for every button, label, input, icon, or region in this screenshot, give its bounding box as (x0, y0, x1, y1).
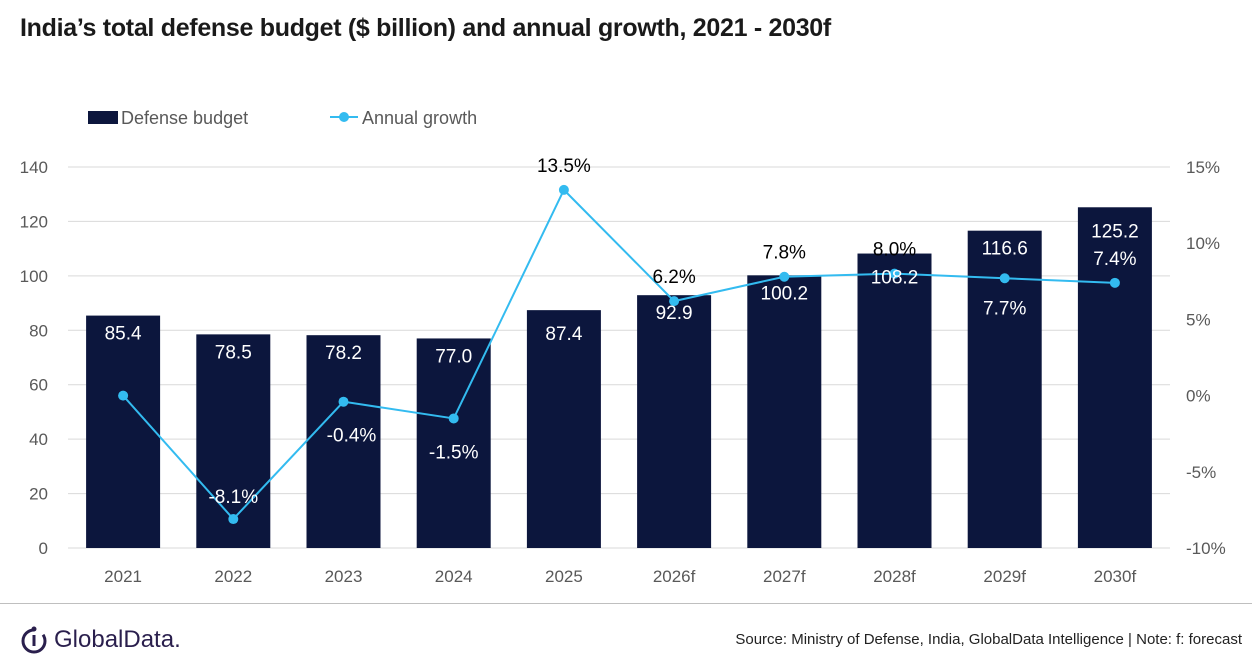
x-axis-tick: 2027f (763, 567, 806, 586)
x-axis-tick: 2021 (104, 567, 142, 586)
bar (637, 295, 712, 548)
growth-point (669, 296, 680, 307)
growth-point (558, 184, 569, 195)
growth-value-label: 7.8% (763, 243, 806, 264)
growth-point (779, 271, 790, 282)
chart-title: India’s total defense budget ($ billion)… (20, 14, 831, 42)
right-axis-tick: 5% (1186, 310, 1211, 329)
growth-line (122, 188, 1115, 521)
growth-value-label: 6.2% (652, 267, 695, 288)
legend-bar-swatch (88, 111, 118, 124)
bar (416, 338, 491, 548)
bar-value-label: 116.6 (982, 239, 1028, 260)
right-axis-tick: -10% (1186, 539, 1226, 558)
bar (967, 230, 1042, 548)
left-axis-tick: 60 (29, 376, 48, 395)
legend-label-defense-budget: Defense budget (121, 108, 248, 128)
left-axis-tick: 40 (29, 430, 48, 449)
bar (857, 253, 932, 548)
chart: 0 20 40 60 80 100 120 140 -10% -5% 0% 5% 10% 15% 2021 2… (20, 108, 1226, 586)
x-axis-tick: 2026f (653, 567, 696, 586)
legend-line-marker (339, 112, 349, 122)
bar (747, 275, 822, 548)
globaldata-logo: GlobalData. (20, 624, 181, 656)
source-note: Source: Ministry of Defense, India, Glob… (735, 631, 1242, 648)
growth-point (1109, 277, 1120, 288)
growth-point (118, 390, 129, 401)
left-axis-tick: 80 (29, 321, 48, 340)
bar (306, 335, 381, 548)
growth-value-label: 7.4% (1093, 249, 1136, 270)
left-axis-tick: 140 (20, 158, 48, 177)
bar (1077, 207, 1152, 548)
bar (196, 334, 271, 548)
growth-value-label: 13.5% (537, 156, 591, 177)
growth-value-label: -8.1% (208, 487, 258, 508)
globaldata-logo-icon (21, 626, 47, 654)
growth-value-label: -1.5% (429, 442, 479, 463)
growth-point (448, 413, 459, 424)
right-axis-tick: 10% (1186, 234, 1220, 253)
logo-text: GlobalData. (54, 626, 181, 653)
left-axis-tick: 0 (39, 539, 48, 558)
growth-point (999, 273, 1010, 284)
growth-value-label: -0.4% (327, 426, 377, 447)
bar-value-label: 85.4 (105, 324, 142, 345)
legend-label-annual-growth: Annual growth (362, 108, 477, 128)
x-axis-tick: 2029f (983, 567, 1026, 586)
left-axis-tick: 20 (29, 485, 48, 504)
x-axis-tick: 2028f (873, 567, 916, 586)
bar-value-label: 125.2 (1091, 221, 1139, 242)
right-axis-tick: -5% (1186, 463, 1216, 482)
x-axis-tick: 2025 (545, 567, 583, 586)
growth-point (338, 396, 349, 407)
right-axis-tick: 0% (1186, 387, 1211, 406)
right-axis-tick: 15% (1186, 158, 1220, 177)
bar-value-label: 78.5 (215, 342, 252, 363)
growth-value-label: 8.0% (873, 240, 916, 261)
growth-value-label: 7.7% (983, 298, 1026, 319)
x-axis-tick: 2023 (325, 567, 363, 586)
bar-value-label: 77.0 (435, 346, 472, 367)
left-axis-tick: 120 (20, 212, 48, 231)
bar-value-label: 78.2 (325, 343, 362, 364)
footer-divider (0, 603, 1252, 604)
growth-point (228, 514, 239, 525)
bar-value-label: 87.4 (545, 324, 582, 345)
left-axis-tick: 100 (20, 267, 48, 286)
bar-value-label: 108.2 (871, 268, 919, 289)
x-axis-tick: 2022 (214, 567, 252, 586)
bar (86, 315, 161, 548)
x-axis-tick: 2030f (1094, 567, 1137, 586)
bar-value-label: 92.9 (656, 303, 693, 324)
x-axis-tick: 2024 (435, 567, 473, 586)
growth-point (889, 268, 900, 279)
bar-value-label: 100.2 (761, 283, 809, 304)
bar (526, 310, 601, 548)
